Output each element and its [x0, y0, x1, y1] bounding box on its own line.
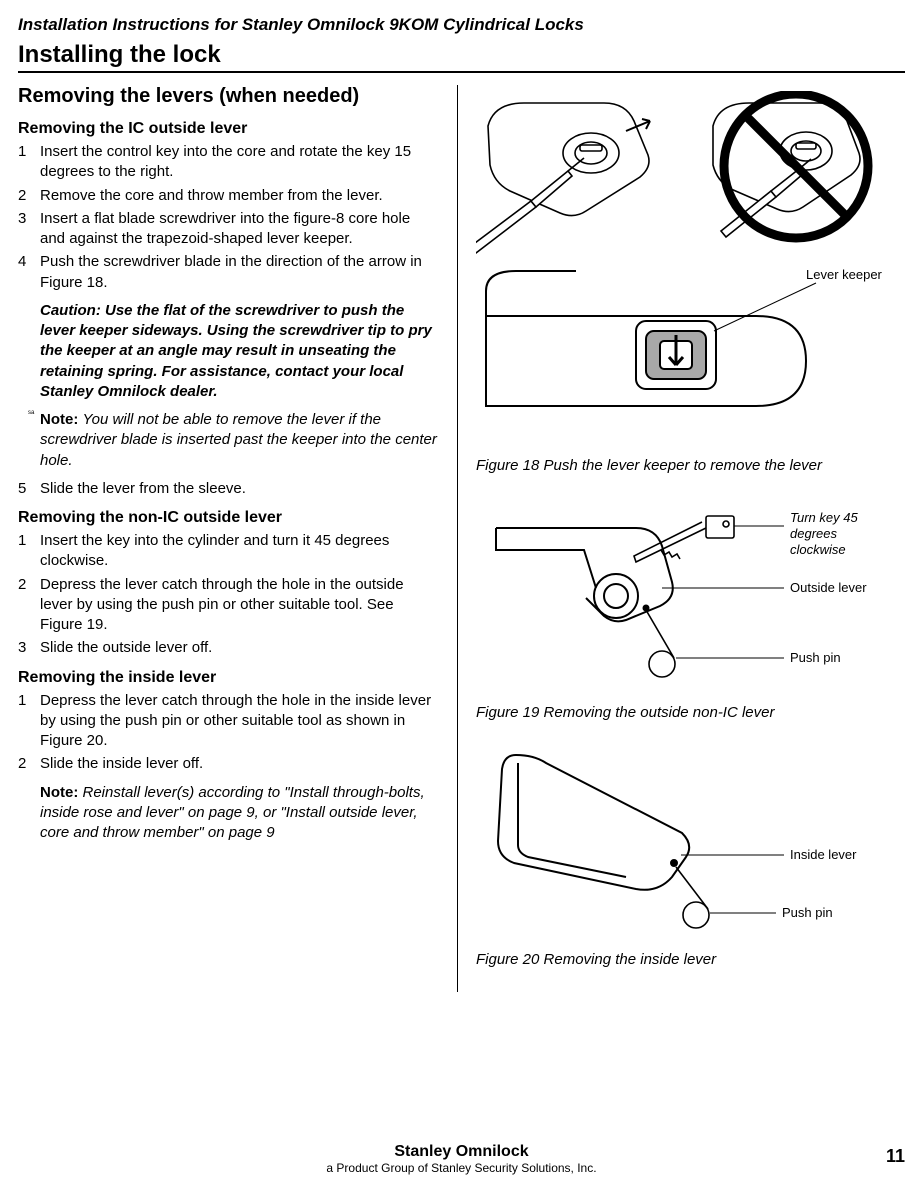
label-turnkey-l3: clockwise	[790, 542, 846, 557]
note-block: Note: You will not be able to remove the…	[18, 410, 439, 471]
step: Insert the control key into the core and…	[18, 142, 439, 183]
note-body: You will not be able to remove the lever…	[40, 411, 437, 469]
label-turnkey-l1: Turn key 45	[790, 510, 858, 525]
figure-18-caption: Figure 18 Push the lever keeper to remov…	[476, 457, 905, 474]
label-lever-keeper: Lever keeper	[806, 267, 883, 282]
note-lead: Note:	[40, 411, 83, 428]
nonic-heading: Removing the non-IC outside lever	[18, 509, 439, 527]
note-block: Note: Reinstall lever(s) according to "I…	[18, 783, 439, 844]
step: Slide the inside lever off.	[18, 754, 439, 774]
section-title: Installing the lock	[18, 41, 905, 73]
figure-20-svg: Inside lever Push pin	[476, 745, 886, 945]
content-columns: Removing the levers (when needed) Removi…	[18, 85, 905, 992]
step: Insert a flat blade screwdriver into the…	[18, 209, 439, 250]
left-column: Removing the levers (when needed) Removi…	[18, 85, 458, 992]
nonic-steps: Insert the key into the cylinder and tur…	[18, 531, 439, 659]
footer-sub: a Product Group of Stanley Security Solu…	[0, 1161, 923, 1175]
figure-20-caption: Figure 20 Removing the inside lever	[476, 951, 905, 968]
subsection-heading: Removing the levers (when needed)	[18, 85, 439, 108]
label-inside-lever: Inside lever	[790, 847, 857, 862]
footer-brand: Stanley Omnilock	[0, 1143, 923, 1161]
step: Remove the core and throw member from th…	[18, 186, 439, 206]
figure-19-caption: Figure 19 Removing the outside non-IC le…	[476, 704, 905, 721]
step: Depress the lever catch through the hole…	[18, 691, 439, 752]
ic-steps: Insert the control key into the core and…	[18, 142, 439, 293]
step: Push the screwdriver blade in the direct…	[18, 252, 439, 293]
step: Slide the lever from the sleeve.	[18, 479, 439, 499]
label-push-pin: Push pin	[782, 905, 833, 920]
figure-18-svg: Lever keeper	[476, 91, 886, 451]
label-turnkey-l2: degrees	[790, 526, 837, 541]
caution-lead: Caution:	[40, 302, 105, 319]
ic-heading: Removing the IC outside lever	[18, 120, 439, 138]
label-push-pin: Push pin	[790, 650, 841, 665]
right-column: Lever keeper Figure 18 Push the lever ke…	[458, 85, 905, 992]
note-lead: Note:	[40, 784, 83, 801]
label-outside-lever: Outside lever	[790, 580, 867, 595]
inside-steps: Depress the lever catch through the hole…	[18, 691, 439, 775]
figure-18: Lever keeper Figure 18 Push the lever ke…	[476, 91, 905, 474]
note-body: Reinstall lever(s) according to "Install…	[40, 784, 425, 842]
page-number: 11	[886, 1146, 905, 1167]
footer: Stanley Omnilock a Product Group of Stan…	[0, 1143, 923, 1175]
step: Insert the key into the cylinder and tur…	[18, 531, 439, 572]
step: Depress the lever catch through the hole…	[18, 575, 439, 636]
ic-step5: Slide the lever from the sleeve.	[18, 479, 439, 499]
figure-20: Inside lever Push pin Figure 20 Removing…	[476, 745, 905, 968]
tiny-mark: sa	[28, 410, 34, 416]
figure-19-svg: Turn key 45 degrees clockwise Outside le…	[476, 498, 886, 698]
inside-heading: Removing the inside lever	[18, 669, 439, 687]
caution-block: Caution: Use the flat of the screwdriver…	[18, 301, 439, 402]
document-title: Installation Instructions for Stanley Om…	[18, 15, 905, 35]
step: Slide the outside lever off.	[18, 638, 439, 658]
figure-19: Turn key 45 degrees clockwise Outside le…	[476, 498, 905, 721]
